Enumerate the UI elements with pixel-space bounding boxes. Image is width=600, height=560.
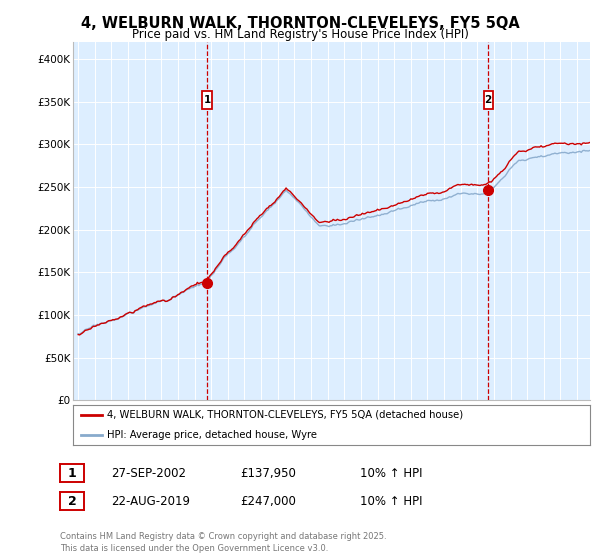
Text: 1: 1 xyxy=(203,95,211,105)
Text: 4, WELBURN WALK, THORNTON-CLEVELEYS, FY5 5QA (detached house): 4, WELBURN WALK, THORNTON-CLEVELEYS, FY5… xyxy=(107,410,463,420)
Text: 1: 1 xyxy=(68,466,76,480)
Text: 27-SEP-2002: 27-SEP-2002 xyxy=(111,466,186,480)
Text: £137,950: £137,950 xyxy=(240,466,296,480)
Text: £247,000: £247,000 xyxy=(240,494,296,508)
FancyBboxPatch shape xyxy=(202,91,212,109)
Text: 4, WELBURN WALK, THORNTON-CLEVELEYS, FY5 5QA: 4, WELBURN WALK, THORNTON-CLEVELEYS, FY5… xyxy=(80,16,520,31)
Text: HPI: Average price, detached house, Wyre: HPI: Average price, detached house, Wyre xyxy=(107,430,317,440)
Text: 10% ↑ HPI: 10% ↑ HPI xyxy=(360,494,422,508)
Text: 2: 2 xyxy=(68,494,76,508)
Text: 22-AUG-2019: 22-AUG-2019 xyxy=(111,494,190,508)
Text: 2: 2 xyxy=(484,95,492,105)
FancyBboxPatch shape xyxy=(484,91,493,109)
Text: Contains HM Land Registry data © Crown copyright and database right 2025.
This d: Contains HM Land Registry data © Crown c… xyxy=(60,533,386,553)
Text: Price paid vs. HM Land Registry's House Price Index (HPI): Price paid vs. HM Land Registry's House … xyxy=(131,28,469,41)
Text: 10% ↑ HPI: 10% ↑ HPI xyxy=(360,466,422,480)
